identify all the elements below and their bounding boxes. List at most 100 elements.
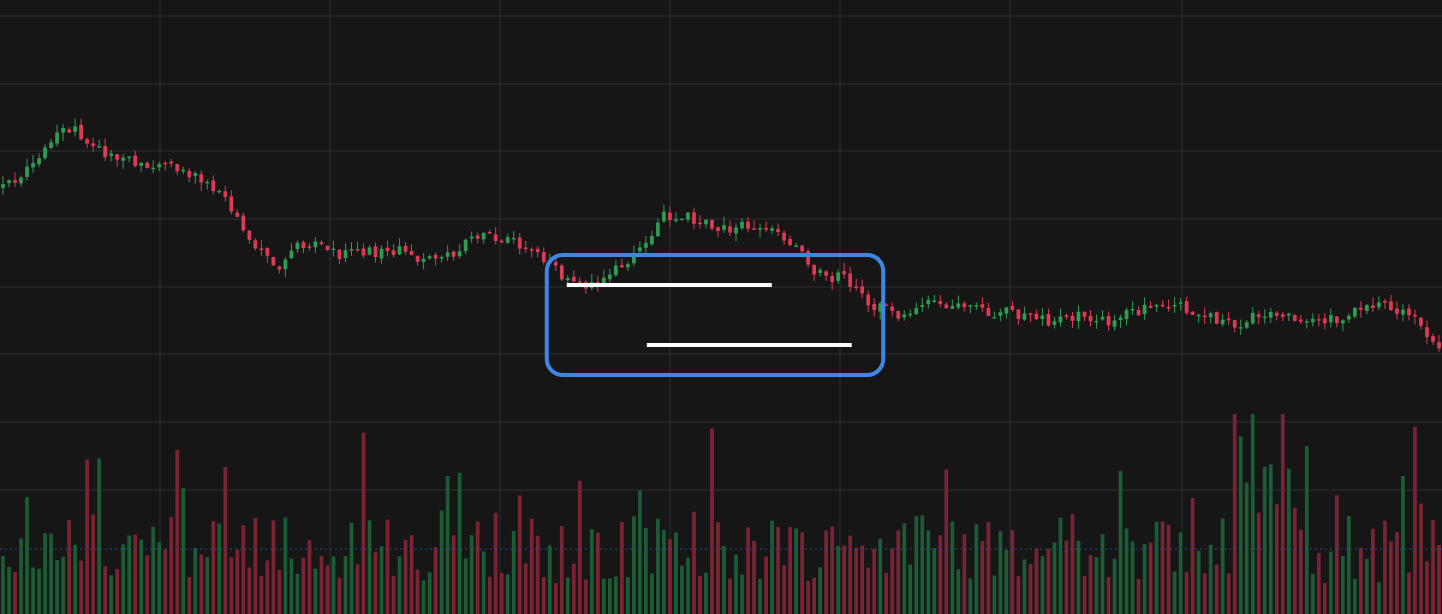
- volume-bar: [926, 530, 931, 614]
- volume-bar: [752, 540, 756, 614]
- volume-bar: [187, 577, 192, 614]
- candle-body: [1407, 308, 1411, 316]
- volume-bar: [193, 547, 198, 614]
- candle-body: [37, 158, 41, 165]
- volume-bar: [836, 545, 841, 614]
- candle-body: [517, 237, 522, 249]
- candle-body: [1052, 321, 1057, 325]
- volume-bar: [481, 551, 486, 614]
- volume-bar: [31, 567, 35, 614]
- candle-body: [463, 239, 468, 252]
- volume-bar: [956, 569, 961, 614]
- candle-body: [457, 251, 462, 257]
- volume-bar: [812, 577, 816, 614]
- volume-bar: [1413, 426, 1417, 614]
- volume-bar: [295, 573, 300, 614]
- candle-body: [992, 317, 997, 319]
- candle-body: [553, 262, 558, 266]
- candle-body: [415, 255, 420, 262]
- candle-body: [253, 240, 258, 249]
- candle-body: [1160, 304, 1165, 307]
- candle-body: [668, 212, 672, 221]
- candle-body: [1088, 315, 1093, 322]
- consolidation-box[interactable]: [544, 253, 886, 377]
- candle-body: [103, 146, 108, 158]
- volume-bar: [265, 560, 270, 614]
- volume-bar: [1226, 573, 1231, 614]
- candle-body: [818, 270, 823, 273]
- candle-body: [740, 221, 744, 229]
- volume-bar: [541, 577, 546, 614]
- volume-bar: [734, 554, 738, 614]
- candle-body: [824, 271, 829, 276]
- volume-bar: [553, 583, 558, 614]
- candle-body: [409, 250, 414, 256]
- candle-body: [998, 312, 1003, 316]
- candle-body: [884, 304, 889, 307]
- volume-bar: [1196, 550, 1201, 614]
- candle-body: [1058, 316, 1063, 323]
- candle-body: [247, 230, 252, 240]
- candle-body: [25, 166, 29, 177]
- volume-bar: [1016, 576, 1021, 614]
- candles: [1, 118, 1441, 352]
- volume-bar: [1431, 519, 1435, 614]
- candle-body: [956, 303, 961, 308]
- volume-bar: [1250, 414, 1255, 614]
- volume-bar: [1328, 551, 1333, 614]
- candle-body: [283, 259, 288, 270]
- volume-bar: [776, 527, 780, 614]
- volume-bar: [355, 564, 360, 614]
- volume-bar: [61, 556, 65, 614]
- candle-body: [974, 305, 979, 307]
- candle-body: [157, 164, 162, 168]
- candle-body: [1310, 318, 1315, 323]
- volume-bar: [644, 528, 648, 614]
- volume-bar: [968, 578, 973, 614]
- candle-body: [902, 314, 907, 318]
- volume-bar: [1274, 504, 1279, 614]
- candle-body: [686, 212, 690, 220]
- volume-bar: [397, 556, 402, 614]
- volume-bar: [577, 480, 582, 614]
- volume-bar: [932, 548, 937, 614]
- volume-bar: [1359, 547, 1363, 614]
- candle-body: [217, 190, 222, 193]
- volume-bar: [7, 566, 11, 614]
- volume-bar: [854, 547, 859, 614]
- candle-body: [1244, 322, 1249, 328]
- volume-bar: [878, 538, 883, 614]
- candle-body: [1371, 305, 1375, 309]
- volume-bar: [181, 488, 186, 614]
- volume-bar: [1353, 578, 1357, 614]
- volume-bar: [43, 533, 47, 614]
- candle-body: [445, 252, 450, 257]
- candle-body: [938, 301, 943, 304]
- volume-bar: [349, 522, 354, 614]
- volume-bar: [746, 527, 750, 614]
- volume-bar: [1100, 534, 1105, 614]
- volume-bar: [517, 495, 522, 614]
- candle-body: [1016, 309, 1021, 319]
- volume-bar: [403, 539, 408, 614]
- candle-body: [499, 240, 504, 243]
- candle-body: [205, 181, 210, 184]
- volume-bar: [487, 576, 492, 614]
- volume-bar: [79, 560, 83, 614]
- candle-body: [704, 219, 708, 225]
- volume-bar: [97, 458, 102, 614]
- volume-bar: [1160, 521, 1165, 614]
- candle-body: [1112, 320, 1117, 327]
- candle-body: [1256, 314, 1261, 318]
- candle-body: [385, 247, 390, 252]
- candle-body: [914, 308, 919, 315]
- candle-body: [1413, 314, 1417, 317]
- candle-body: [1106, 316, 1111, 326]
- volume-bar: [782, 565, 786, 614]
- volume-bar: [1004, 550, 1009, 614]
- candle-body: [337, 249, 342, 260]
- candle-body: [1046, 313, 1051, 326]
- volume-bar: [37, 568, 41, 614]
